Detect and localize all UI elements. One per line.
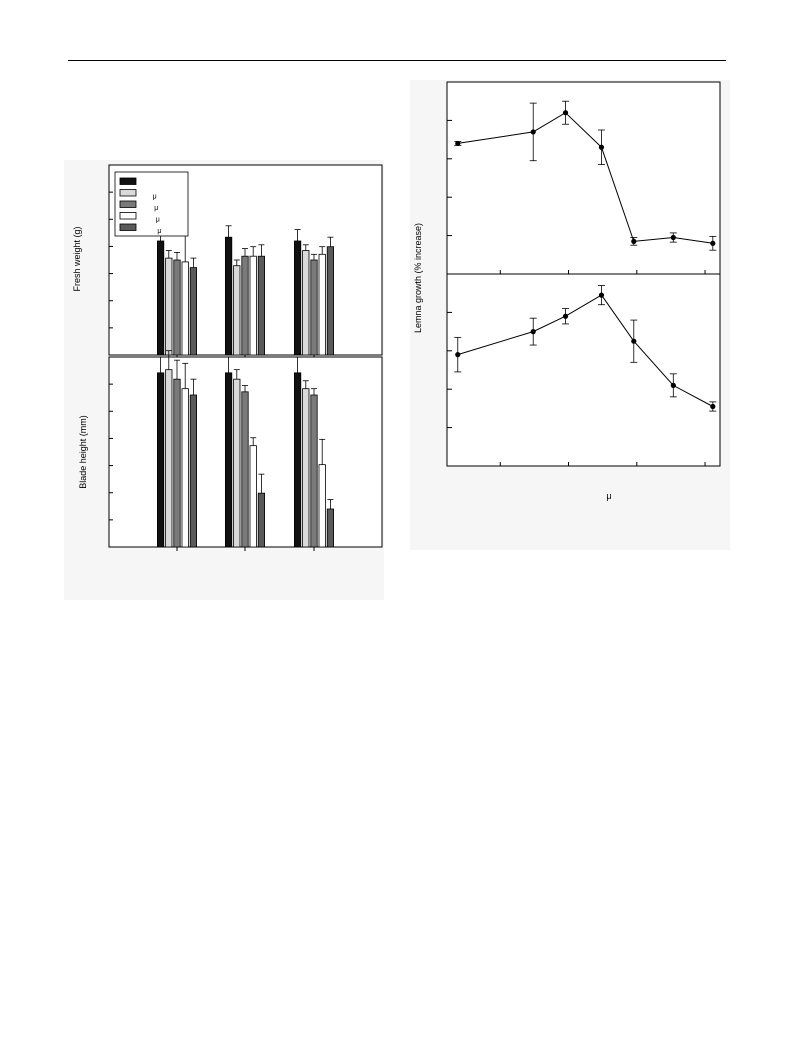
legend-label: μ — [154, 205, 158, 212]
data-point — [710, 403, 716, 410]
data-point — [670, 234, 676, 241]
lemna-growth-top-panel — [446, 81, 721, 275]
blade-height-axis-label: Blade height (mm) — [78, 415, 88, 489]
legend-swatch — [119, 177, 137, 185]
lemna-growth-axis-label: Lemna growth (% increase) — [413, 223, 423, 333]
legend-label: μ — [157, 228, 161, 235]
data-point — [710, 240, 716, 246]
legend-swatch — [119, 189, 137, 197]
legend-label: μ — [153, 194, 157, 201]
data-point — [530, 129, 536, 135]
lemna-growth-bottom-panel — [446, 273, 721, 467]
plot-frame — [446, 273, 721, 467]
data-point — [455, 140, 461, 147]
blade-height-panel — [108, 350, 383, 551]
data-point — [670, 382, 676, 388]
data-point — [562, 313, 569, 319]
legend-swatch — [119, 223, 137, 231]
legend-swatch — [119, 212, 137, 220]
page-header-rule — [68, 60, 726, 61]
data-point — [562, 110, 569, 116]
concentration-axis-label: μ — [606, 491, 611, 501]
plot-frame — [446, 81, 721, 275]
legend-swatch — [119, 200, 137, 208]
data-point — [631, 238, 637, 244]
data-point — [631, 338, 637, 344]
fresh-weight-axis-label: Fresh weight (g) — [72, 226, 82, 291]
data-point — [530, 329, 536, 335]
legend-label: μ — [156, 217, 160, 224]
data-point — [455, 352, 461, 358]
data-point — [598, 292, 605, 298]
data-point — [598, 144, 605, 150]
